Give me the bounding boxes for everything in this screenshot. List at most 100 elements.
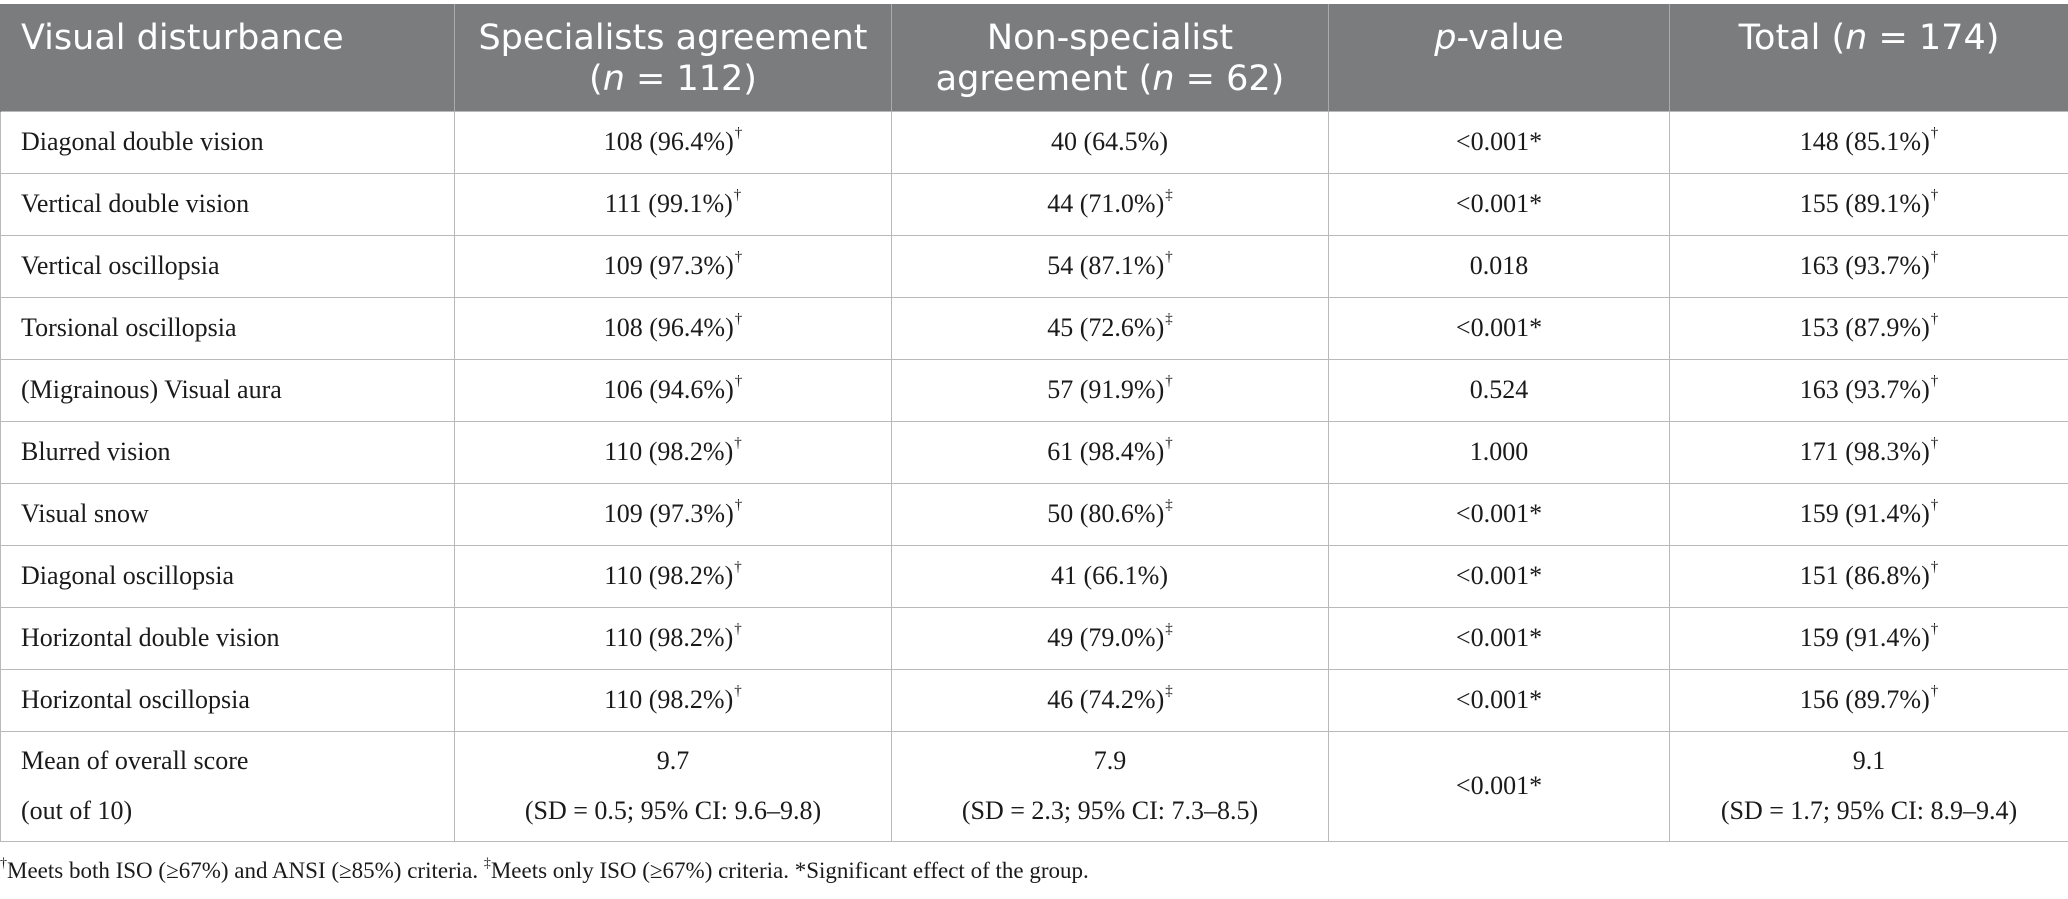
footnote-mark: †: [1930, 187, 1939, 203]
cell-specialists: 110 (98.2%)†: [454, 668, 892, 732]
cell-non-specialists: 44 (71.0%)‡: [891, 172, 1329, 236]
table-row: Visual snow 109 (97.3%)† 50 (80.6%)‡ <0.001…: [0, 482, 2068, 546]
cell-non-specialists: 40 (64.5%): [891, 110, 1329, 174]
footnote-mark: †: [734, 373, 743, 389]
cell-p-value: <0.001*: [1328, 172, 1670, 236]
row-label: Diagonal oscillopsia: [0, 544, 455, 608]
cell-p-value: 0.524: [1328, 358, 1670, 422]
cell-non-specialists: 49 (79.0%)‡: [891, 606, 1329, 670]
cell-specialists: 109 (97.3%)†: [454, 482, 892, 546]
mean-score-specialists: 9.7 (SD = 0.5; 95% CI: 9.6–9.8): [454, 730, 892, 842]
table-row: (Migrainous) Visual aura 106 (94.6%)† 57 (…: [0, 358, 2068, 422]
cell-specialists: 108 (96.4%)†: [454, 110, 892, 174]
footnote-mark: †: [1165, 373, 1173, 389]
cell-total: 163 (93.7%)†: [1669, 234, 2068, 298]
header-row: Visual disturbance Specialists agreement…: [0, 4, 2068, 111]
mean-score-label: Mean of overall score (out of 10): [0, 730, 455, 842]
footnote-mark: ‡: [1165, 683, 1173, 699]
data-table: Visual disturbance Specialists agreement…: [0, 4, 2068, 842]
footnote-text-both-criteria: Meets both ISO (≥67%) and ANSI (≥85%) cr…: [7, 858, 484, 883]
footnote-mark: †: [1930, 559, 1939, 575]
footnote-mark: †: [1930, 373, 1939, 389]
mean-score-non-specialists: 7.9 (SD = 2.3; 95% CI: 7.3–8.5): [891, 730, 1329, 842]
table-row: Blurred vision 110 (98.2%)† 61 (98.4%)† 1.0…: [0, 420, 2068, 484]
footnote-mark: †: [734, 621, 742, 637]
cell-p-value: <0.001*: [1328, 544, 1670, 608]
table-row: Torsional oscillopsia 108 (96.4%)† 45 (72.…: [0, 296, 2068, 360]
footnote-mark: †: [734, 249, 743, 265]
cell-total: 148 (85.1%)†: [1669, 110, 2068, 174]
cell-p-value: 0.018: [1328, 234, 1670, 298]
cell-p-value: <0.001*: [1328, 482, 1670, 546]
row-label: Visual snow: [0, 482, 455, 546]
header-p-value: p-value: [1328, 4, 1670, 111]
footnote-mark: †: [1930, 311, 1939, 327]
row-label: (Migrainous) Visual aura: [0, 358, 455, 422]
cell-specialists: 111 (99.1%)†: [454, 172, 892, 236]
row-label: Horizontal double vision: [0, 606, 455, 670]
cell-specialists: 108 (96.4%)†: [454, 296, 892, 360]
footnote-text-iso-only: Meets only ISO (≥67%) criteria. *Signifi…: [490, 858, 1089, 883]
cell-specialists: 110 (98.2%)†: [454, 544, 892, 608]
cell-specialists: 110 (98.2%)†: [454, 420, 892, 484]
cell-non-specialists: 54 (87.1%)†: [891, 234, 1329, 298]
footnote-mark: †: [1930, 683, 1939, 699]
cell-specialists: 106 (94.6%)†: [454, 358, 892, 422]
footnote-mark: †: [1930, 435, 1939, 451]
mean-score-p-value: <0.001*: [1328, 730, 1670, 842]
footnote-mark: ‡: [1165, 187, 1173, 203]
footnote-mark: †: [733, 187, 742, 203]
cell-non-specialists: 50 (80.6%)‡: [891, 482, 1329, 546]
footnote-mark: †: [734, 435, 742, 451]
cell-p-value: <0.001*: [1328, 110, 1670, 174]
cell-non-specialists: 45 (72.6%)‡: [891, 296, 1329, 360]
footnote-mark: †: [1165, 249, 1173, 265]
cell-non-specialists: 57 (91.9%)†: [891, 358, 1329, 422]
cell-non-specialists: 61 (98.4%)†: [891, 420, 1329, 484]
cell-non-specialists: 41 (66.1%): [891, 544, 1329, 608]
footnote-mark: †: [734, 559, 742, 575]
cell-non-specialists: 46 (74.2%)‡: [891, 668, 1329, 732]
footnote-mark: †: [1165, 435, 1173, 451]
row-label: Vertical double vision: [0, 172, 455, 236]
footnote-double-dagger-mark: ‡: [483, 856, 491, 871]
footnote-mark: †: [1930, 497, 1939, 513]
table-row: Diagonal double vision 108 (96.4%)† 40 (64…: [0, 110, 2068, 174]
row-label: Torsional oscillopsia: [0, 296, 455, 360]
header-non-specialist-agreement: Non-specialist agreement (n = 62): [891, 4, 1329, 111]
table-row: Horizontal double vision 110 (98.2%)† 49 (…: [0, 606, 2068, 670]
table-row: Vertical double vision 111 (99.1%)† 44 (71…: [0, 172, 2068, 236]
footnote-mark: †: [1930, 125, 1939, 141]
table-footnote: †Meets both ISO (≥67%) and ANSI (≥85%) c…: [0, 856, 1089, 884]
cell-total: 155 (89.1%)†: [1669, 172, 2068, 236]
cell-total: 156 (89.7%)†: [1669, 668, 2068, 732]
table-row: Vertical oscillopsia 109 (97.3%)† 54 (87.1…: [0, 234, 2068, 298]
cell-total: 151 (86.8%)†: [1669, 544, 2068, 608]
footnote-mark: †: [734, 311, 743, 327]
row-label: Vertical oscillopsia: [0, 234, 455, 298]
mean-score-total: 9.1 (SD = 1.7; 95% CI: 8.9–9.4): [1669, 730, 2068, 842]
cell-specialists: 109 (97.3%)†: [454, 234, 892, 298]
cell-p-value: 1.000: [1328, 420, 1670, 484]
row-label: Horizontal oscillopsia: [0, 668, 455, 732]
header-visual-disturbance: Visual disturbance: [0, 4, 455, 111]
cell-p-value: <0.001*: [1328, 296, 1670, 360]
cell-total: 163 (93.7%)†: [1669, 358, 2068, 422]
cell-total: 159 (91.4%)†: [1669, 482, 2068, 546]
cell-p-value: <0.001*: [1328, 606, 1670, 670]
cell-total: 171 (98.3%)†: [1669, 420, 2068, 484]
header-total: Total (n = 174): [1669, 4, 2068, 111]
cell-p-value: <0.001*: [1328, 668, 1670, 732]
row-label: Diagonal double vision: [0, 110, 455, 174]
cell-total: 153 (87.9%)†: [1669, 296, 2068, 360]
footnote-mark: †: [734, 125, 743, 141]
table-body: Diagonal double vision 108 (96.4%)† 40 (64…: [0, 110, 2068, 842]
footnote-dagger-mark: †: [0, 856, 7, 871]
footnote-mark: ‡: [1165, 311, 1173, 327]
footnote-mark: †: [1930, 621, 1939, 637]
footnote-mark: ‡: [1165, 621, 1173, 637]
table-row: Diagonal oscillopsia 110 (98.2%)† 41 (66.1…: [0, 544, 2068, 608]
footnote-mark: ‡: [1165, 497, 1173, 513]
footnote-mark: †: [734, 683, 742, 699]
footnote-mark: †: [1930, 249, 1939, 265]
